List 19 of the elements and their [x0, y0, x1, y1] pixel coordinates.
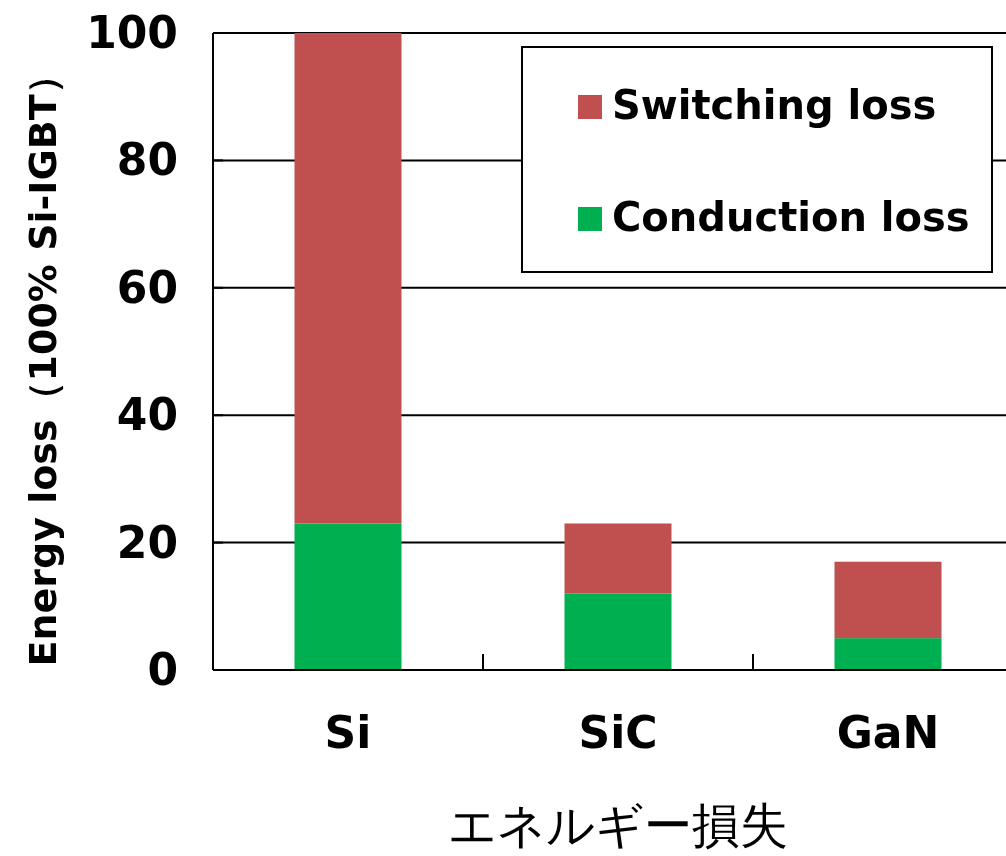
bar — [294, 523, 402, 670]
bar — [834, 638, 942, 670]
y-tick-label: 80 — [116, 134, 178, 186]
y-tick-label: 100 — [86, 7, 178, 58]
bar — [834, 561, 942, 639]
y-tick-label: 40 — [116, 389, 178, 441]
x-tick-label: Si — [324, 707, 372, 758]
bar — [564, 523, 672, 594]
bar — [564, 593, 672, 670]
x-tick-label: GaN — [836, 707, 940, 758]
bar — [294, 33, 402, 524]
legend-label: Conduction loss — [612, 194, 970, 240]
x-tick-label: SiC — [578, 707, 658, 758]
y-tick-label: 60 — [116, 261, 178, 313]
y-tick-label: 0 — [147, 644, 178, 695]
y-axis-title: Energy loss（100% Si-IGBT） — [21, 56, 65, 667]
legend-label: Switching loss — [612, 82, 937, 128]
x-axis-title: エネルギー損失 — [448, 797, 788, 853]
y-tick-label: 20 — [116, 516, 178, 568]
